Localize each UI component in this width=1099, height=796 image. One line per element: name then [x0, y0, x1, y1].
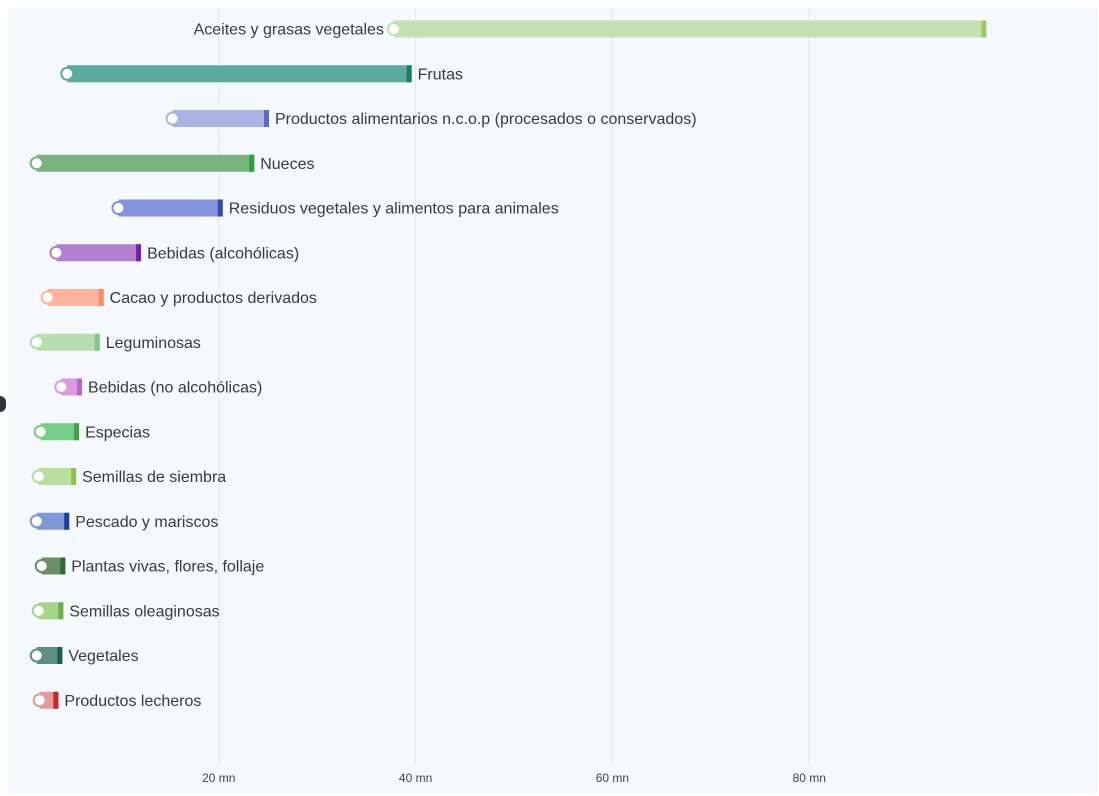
range-bar: [38, 468, 77, 485]
range-start-marker: [111, 201, 126, 215]
range-bar-row: Residuos vegetales y alimentos para anim…: [111, 199, 559, 218]
range-start-marker: [29, 514, 44, 529]
category-label: Nueces: [260, 156, 314, 173]
range-bar: [118, 199, 223, 217]
category-label: Bebidas (alcohólicas): [147, 245, 299, 262]
range-bar-row: Semillas de siembra: [31, 468, 226, 486]
range-start-marker: [33, 424, 48, 439]
range-start-marker: [40, 290, 55, 305]
x-tick-label-40: 40 mn: [399, 771, 432, 785]
range-bar-row: Productos alimentarios n.c.o.p (procesad…: [165, 110, 697, 128]
range-end-marker: [981, 20, 987, 38]
range-bar-row: Leguminosas: [29, 333, 201, 352]
range-end-marker: [53, 691, 59, 709]
range-bar: [36, 647, 63, 664]
range-bar: [67, 65, 412, 83]
range-start-marker: [31, 603, 46, 618]
range-bar-row: Vegetales: [29, 647, 139, 665]
range-bar: [47, 289, 104, 306]
range-end-marker: [217, 199, 223, 217]
range-bar-row: Cacao y productos derivados: [40, 289, 317, 307]
range-end-marker: [71, 468, 77, 485]
range-end-marker: [136, 244, 142, 262]
range-bar-row: Semillas oleaginosas: [31, 602, 220, 620]
category-label: Productos alimentarios n.c.o.p (procesad…: [275, 111, 697, 128]
range-bar: [393, 20, 987, 38]
range-start-marker: [165, 111, 180, 126]
range-start-marker: [60, 66, 75, 81]
range-bar-row: Bebidas (no alcohólicas): [54, 378, 262, 397]
category-label: Residuos vegetales y alimentos para anim…: [229, 201, 559, 218]
range-bar-row: Especias: [33, 423, 150, 441]
grid-layer: [218, 8, 810, 765]
range-bar: [41, 557, 66, 575]
range-start-marker: [29, 648, 44, 663]
category-label: Semillas oleaginosas: [69, 603, 219, 620]
category-label: Plantas vivas, flores, follaje: [71, 559, 264, 576]
range-start-marker: [54, 380, 69, 394]
range-bar-row: Pescado y mariscos: [29, 512, 218, 531]
x-axis-ticks: 20 mn 40 mn 60 mn 80 mn: [202, 771, 826, 785]
x-tick-label-20: 20 mn: [202, 771, 235, 785]
range-bar: [36, 333, 100, 351]
range-end-marker: [94, 333, 100, 351]
range-bar: [38, 602, 64, 620]
category-label: Semillas de siembra: [82, 469, 226, 486]
range-bar: [36, 154, 255, 172]
range-start-marker: [29, 156, 44, 171]
range-end-marker: [64, 512, 70, 530]
range-start-marker: [34, 559, 49, 573]
plot-area: [8, 8, 1098, 793]
range-end-marker: [74, 423, 80, 441]
range-end-marker: [77, 378, 83, 396]
range-end-marker: [57, 647, 63, 664]
category-label: Cacao y productos derivados: [110, 290, 317, 307]
panel-edge-handle[interactable]: [0, 396, 6, 412]
range-bar: [40, 423, 80, 441]
range-bar: [36, 512, 70, 530]
range-bar-row: Productos lecheros: [32, 691, 201, 710]
range-start-marker: [386, 22, 401, 36]
category-label: Especias: [85, 424, 150, 441]
range-start-marker: [49, 245, 64, 260]
range-bar-row: Plantas vivas, flores, follaje: [34, 557, 264, 576]
range-bar-row: Bebidas (alcohólicas): [49, 244, 299, 262]
category-label: Productos lecheros: [64, 693, 201, 710]
category-label: Vegetales: [68, 648, 138, 665]
range-bar-row: Frutas: [60, 65, 463, 83]
category-label: Bebidas (no alcohólicas): [88, 380, 262, 397]
x-tick-label-60: 60 mn: [596, 771, 629, 785]
range-end-marker: [263, 110, 269, 127]
range-end-marker: [406, 65, 412, 83]
range-start-marker: [31, 469, 46, 484]
x-tick-label-80: 80 mn: [793, 771, 826, 785]
range-bar-row: Aceites y grasas vegetales: [194, 20, 987, 39]
bars-layer: Aceites y grasas vegetales Frutas Producto…: [29, 20, 987, 710]
range-end-marker: [60, 557, 66, 575]
range-bar-row: Nueces: [29, 154, 314, 173]
range-end-marker: [98, 289, 104, 306]
category-label: Aceites y grasas vegetales: [194, 22, 384, 39]
category-label: Pescado y mariscos: [75, 514, 218, 531]
range-bar: [172, 110, 269, 127]
category-label: Frutas: [418, 66, 463, 83]
range-start-marker: [32, 693, 47, 708]
range-end-marker: [249, 154, 255, 172]
range-bar: [56, 244, 142, 262]
range-end-marker: [58, 602, 64, 620]
category-label: Leguminosas: [106, 335, 201, 352]
range-start-marker: [29, 335, 44, 350]
